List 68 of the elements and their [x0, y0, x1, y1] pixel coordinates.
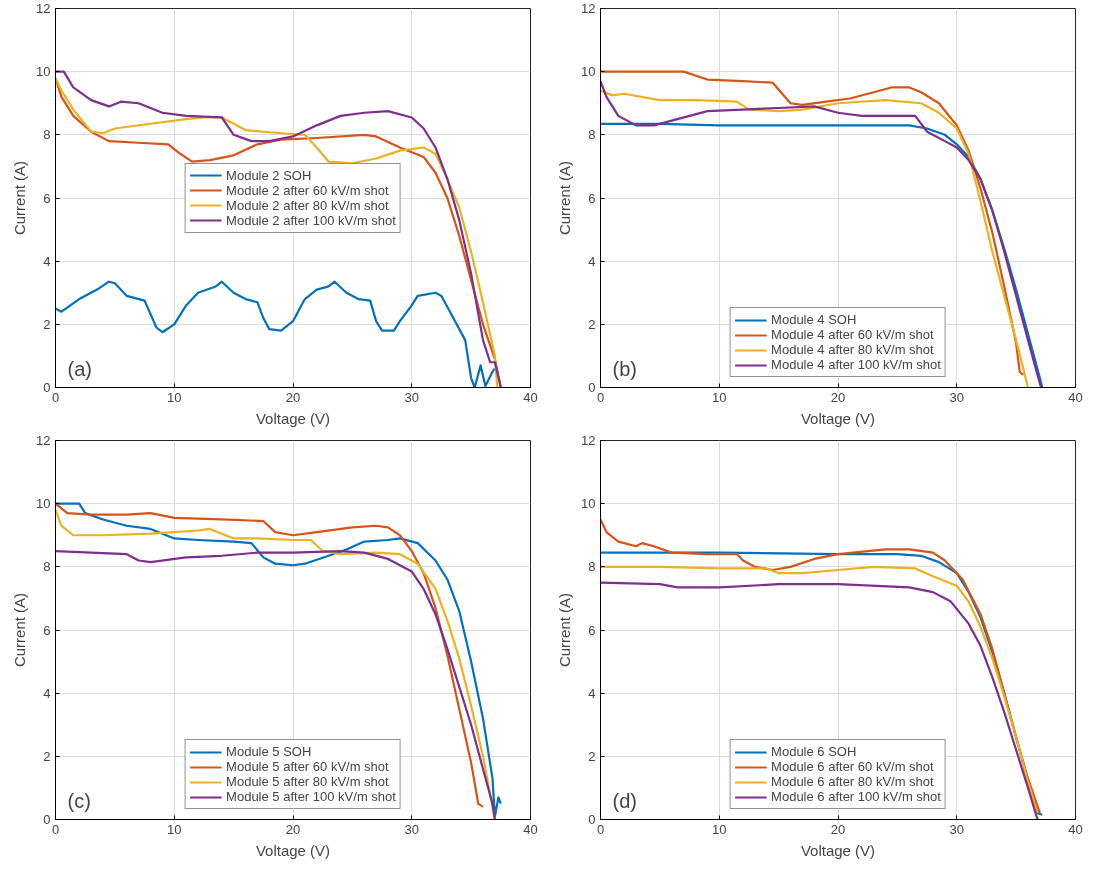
x-tick-label: 40: [1068, 821, 1083, 837]
y-tick-label: 4: [588, 685, 596, 701]
y-axis-title: Current (A): [11, 160, 29, 236]
y-axis-title: Current (A): [556, 592, 574, 668]
x-tick-label: 30: [404, 389, 419, 405]
x-tick-label: 20: [830, 821, 846, 837]
y-tick-label: 6: [588, 190, 596, 206]
x-axis-title: Voltage (V): [800, 409, 876, 427]
legend-label: Module 5 SOH: [226, 744, 312, 759]
y-tick-label: 4: [43, 685, 51, 701]
x-tick-label: 20: [285, 821, 301, 837]
y-tick-label: 10: [581, 64, 596, 80]
annotation: (c): [67, 789, 91, 812]
y-tick-label: 8: [588, 559, 596, 575]
y-tick-label: 12: [581, 1, 596, 16]
y-tick-label: 10: [36, 496, 51, 512]
x-axis-title: Voltage (V): [800, 841, 876, 859]
y-tick-label: 6: [588, 622, 596, 638]
x-tick-label: 40: [1068, 389, 1083, 405]
legend-label: Module 5 after 60 kV/m shot: [226, 759, 389, 774]
annotation: (d): [612, 789, 637, 812]
legend-label: Module 4 SOH: [771, 312, 857, 327]
x-tick-label: 10: [712, 821, 727, 837]
y-tick-label: 6: [43, 622, 51, 638]
x-tick-label: 10: [712, 389, 727, 405]
y-tick-label: 6: [43, 190, 51, 206]
legend-label: Module 2 SOH: [226, 167, 312, 183]
y-tick-label: 2: [588, 748, 596, 764]
legend-label: Module 6 SOH: [771, 744, 857, 759]
y-tick-label: 2: [43, 316, 51, 332]
legend-label: Module 6 after 100 kV/m shot: [771, 789, 941, 804]
legend-label: Module 2 after 80 kV/m shot: [226, 197, 389, 213]
y-tick-label: 8: [588, 127, 596, 143]
y-tick-label: 8: [43, 127, 51, 143]
y-tick-label: 10: [581, 496, 596, 512]
y-tick-label: 10: [36, 64, 51, 80]
y-tick-label: 2: [43, 748, 51, 764]
x-tick-label: 30: [949, 389, 964, 405]
legend-label: Module 4 after 60 kV/m shot: [771, 327, 934, 342]
x-axis-title: Voltage (V): [255, 409, 331, 427]
y-axis-title: Current (A): [11, 592, 29, 668]
y-tick-label: 2: [588, 316, 596, 332]
y-tick-label: 4: [588, 253, 596, 269]
x-tick-label: 20: [285, 389, 301, 405]
y-tick-label: 12: [36, 1, 51, 16]
legend-label: Module 5 after 80 kV/m shot: [226, 774, 389, 789]
x-tick-label: 20: [830, 389, 846, 405]
y-axis-title: Current (A): [556, 160, 574, 236]
legend-label: Module 2 after 100 kV/m shot: [226, 212, 396, 228]
legend-label: Module 6 after 60 kV/m shot: [771, 759, 934, 774]
y-tick-label: 4: [43, 253, 51, 269]
x-tick-label: 30: [404, 821, 419, 837]
y-tick-label: 8: [43, 559, 51, 575]
legend-label: Module 2 after 60 kV/m shot: [226, 182, 389, 198]
legend-label: Module 5 after 100 kV/m shot: [226, 789, 396, 804]
legend-label: Module 6 after 80 kV/m shot: [771, 774, 934, 789]
x-tick-label: 30: [949, 821, 964, 837]
x-axis-title: Voltage (V): [255, 841, 331, 859]
y-tick-label: 12: [581, 433, 596, 448]
legend-label: Module 4 after 80 kV/m shot: [771, 342, 934, 357]
y-tick-label: 12: [36, 433, 51, 448]
annotation: (a): [67, 357, 92, 380]
annotation: (b): [612, 357, 637, 380]
x-tick-label: 40: [523, 821, 538, 837]
x-tick-label: 10: [167, 821, 182, 837]
x-tick-label: 40: [523, 389, 538, 405]
x-tick-label: 10: [167, 389, 182, 405]
legend-label: Module 4 after 100 kV/m shot: [771, 357, 941, 372]
